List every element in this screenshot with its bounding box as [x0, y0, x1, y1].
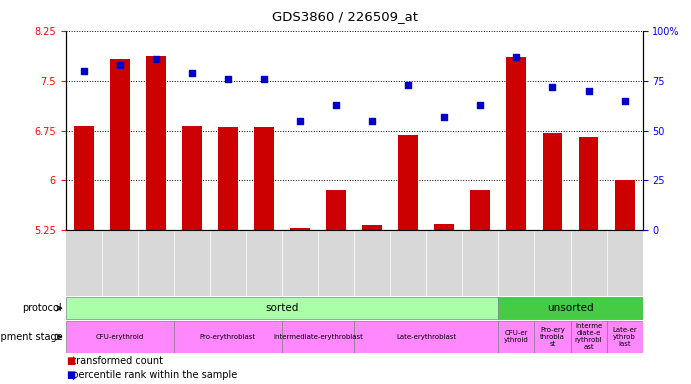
Point: [547, 84, 558, 90]
Bar: [607, 321, 643, 353]
Bar: [435, 224, 454, 230]
Point: [583, 88, 594, 94]
Text: Late-er
ythrob
last: Late-er ythrob last: [612, 327, 637, 347]
Text: Late-erythroblast: Late-erythroblast: [396, 334, 456, 340]
Point: [114, 61, 125, 68]
Bar: [254, 127, 274, 230]
Bar: [174, 321, 282, 353]
Bar: [571, 321, 607, 353]
Bar: [66, 321, 174, 353]
Text: Pro-erythroblast: Pro-erythroblast: [200, 334, 256, 340]
Text: Pro-ery
throbla
st: Pro-ery throbla st: [540, 327, 565, 347]
Text: transformed count: transformed count: [66, 356, 162, 366]
Bar: [498, 321, 534, 353]
Bar: [290, 228, 310, 230]
Point: [294, 118, 305, 124]
Bar: [507, 57, 527, 230]
Text: CFU-erythroid: CFU-erythroid: [95, 334, 144, 340]
Point: [511, 54, 522, 60]
Text: sorted: sorted: [265, 303, 299, 313]
Bar: [74, 126, 93, 230]
Bar: [326, 190, 346, 230]
Point: [403, 81, 414, 88]
Bar: [354, 321, 498, 353]
Point: [367, 118, 378, 124]
Bar: [471, 190, 491, 230]
Text: percentile rank within the sample: percentile rank within the sample: [66, 370, 237, 380]
Bar: [542, 132, 562, 230]
Bar: [282, 321, 354, 353]
Point: [330, 101, 341, 108]
Point: [223, 76, 234, 82]
Text: Interme
diate-e
rythrobl
ast: Interme diate-e rythrobl ast: [575, 323, 603, 351]
Bar: [110, 60, 130, 230]
Bar: [398, 135, 418, 230]
Bar: [66, 297, 498, 319]
Point: [439, 114, 450, 120]
Text: protocol: protocol: [23, 303, 62, 313]
Bar: [534, 321, 571, 353]
Bar: [218, 127, 238, 230]
Point: [78, 68, 89, 74]
Text: ■: ■: [66, 370, 75, 380]
Point: [619, 98, 630, 104]
Text: GDS3860 / 226509_at: GDS3860 / 226509_at: [272, 10, 419, 23]
Bar: [615, 180, 634, 230]
Point: [187, 70, 198, 76]
Bar: [498, 297, 643, 319]
Point: [150, 56, 161, 62]
Point: [258, 76, 269, 82]
Text: development stage: development stage: [0, 332, 62, 342]
Bar: [362, 225, 382, 230]
Bar: [578, 137, 598, 230]
Text: ■: ■: [66, 356, 75, 366]
Point: [475, 101, 486, 108]
Text: Intermediate-erythroblast: Intermediate-erythroblast: [273, 334, 363, 340]
Bar: [146, 56, 166, 230]
Text: CFU-er
ythroid: CFU-er ythroid: [504, 331, 529, 343]
Text: unsorted: unsorted: [547, 303, 594, 313]
Bar: [182, 126, 202, 230]
